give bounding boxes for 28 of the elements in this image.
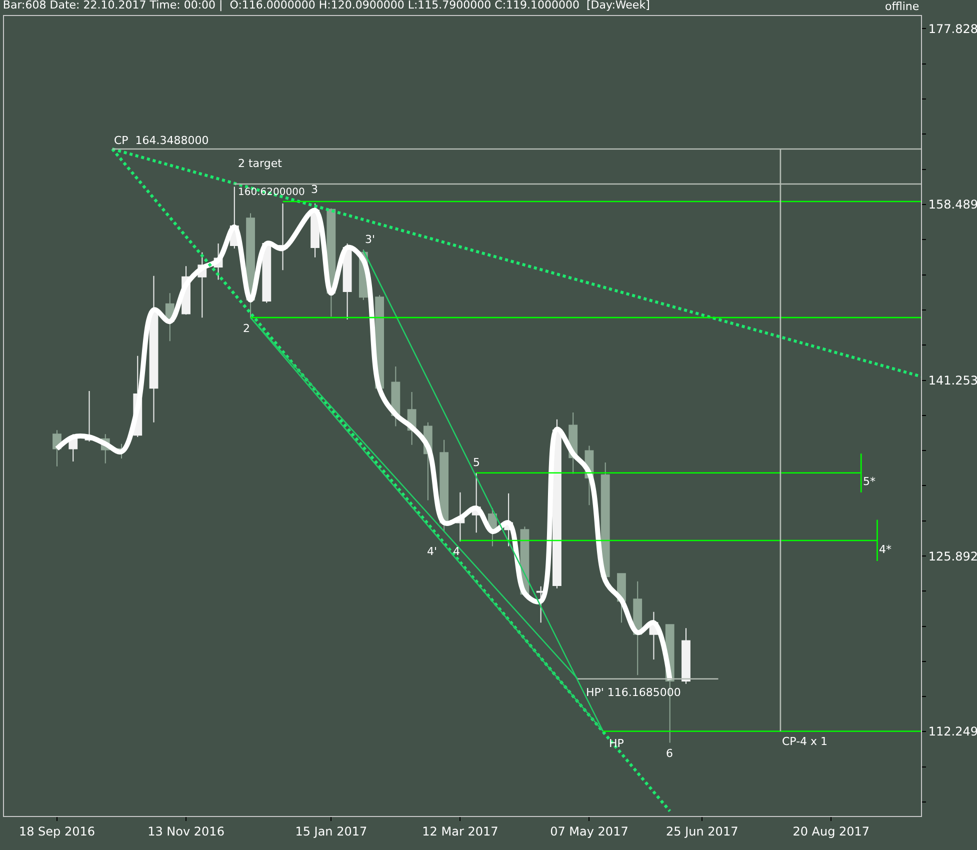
annotation: 3 [311,183,318,196]
annotation: 4' [427,545,438,558]
annotation: 2 target [238,157,283,170]
x-tick-label: 07 May 2017 [550,824,628,838]
annotation: 5 [473,456,480,469]
annotation: HP' 116.1685000 [586,686,681,699]
annotation: 3' [365,233,376,246]
y-tick-label: 177.828 [928,22,977,36]
annotation: HP [609,737,624,750]
x-tick-label: 25 Jun 2017 [666,824,738,838]
annotation: 6 [666,747,673,760]
annotation: 4* [879,543,892,556]
chart-title: Bar:608 Date: 22.10.2017 Time: 00:00 | O:116.0000000 H:120.0900000 L:115.7900000 C:119.1000000 [Day:Week] [2,0,650,12]
y-tick-label: 125.892 [928,549,977,564]
annotation: 5* [863,475,876,488]
annotation: 4 [453,545,460,558]
y-tick-label: 158.489 [928,198,977,212]
text: offline [885,0,920,13]
x-tick-label: 12 Mar 2017 [422,824,498,838]
y-tick-label: 141.253 [928,373,977,388]
x-tick-label: 15 Jan 2017 [295,824,368,838]
annotation: 2 [243,322,250,335]
x-tick-label: 13 Nov 2016 [148,824,224,838]
annotation: CP 164.3488000 [114,134,209,147]
x-tick-label: 20 Aug 2017 [792,824,870,838]
annotation: CP-4 x 1 [782,735,828,748]
y-tick-label: 112.249 [928,724,977,738]
x-tick-label: 18 Sep 2016 [18,824,96,838]
